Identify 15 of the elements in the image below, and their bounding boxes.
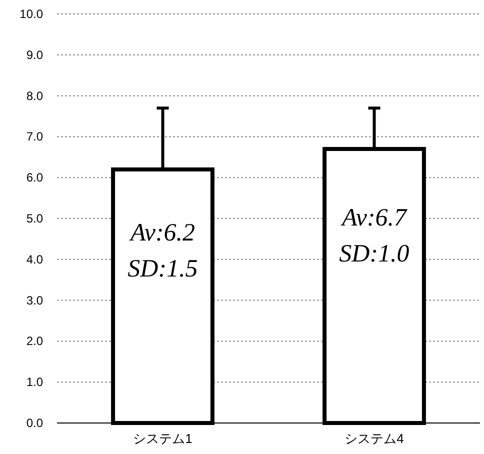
- y-tick-label: 7.0: [26, 130, 44, 144]
- y-tick-label: 1.0: [26, 375, 44, 390]
- y-tick-label: 8.0: [26, 88, 44, 103]
- y-tick-label: 9.0: [26, 48, 44, 62]
- y-tick-label: 2.0: [26, 334, 44, 348]
- data-label: Av:6.2 SD:1.5: [128, 219, 198, 282]
- data-label: Av:6.7 SD:1.0: [339, 204, 410, 268]
- y-tick-label: 10.0: [20, 7, 44, 21]
- y-tick-label: 0.0: [26, 416, 44, 430]
- y-tick-label: 4.0: [26, 252, 44, 266]
- y-tick-label: 5.0: [26, 212, 44, 226]
- y-tick-label: 3.0: [26, 293, 44, 308]
- x-tick-label: システム4: [344, 431, 404, 446]
- y-tick-label: 6.0: [26, 170, 44, 185]
- x-tick-label: システム1: [133, 431, 192, 446]
